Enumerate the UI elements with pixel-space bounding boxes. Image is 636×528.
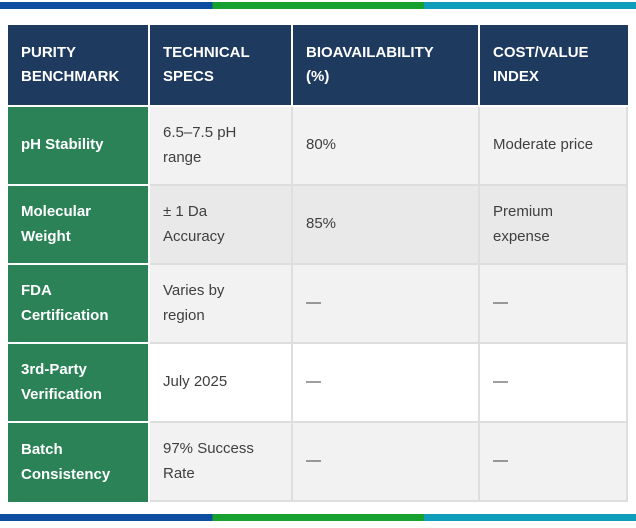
cell-3rd-party-verification-specs: July 2025 xyxy=(150,344,293,423)
table-row-batch-consistency: Batch Consistency 97% Success Rate — — xyxy=(8,423,628,502)
table-row-ph-stability: pH Stability 6.5–7.5 pH range 80% Modera… xyxy=(8,107,628,186)
table-row-molecular-weight: Molecular Weight ± 1 Da Accuracy 85% Pre… xyxy=(8,186,628,265)
cell-batch-consistency-bioavailability: — xyxy=(293,423,480,502)
cell-ph-stability-bioavailability: 80% xyxy=(293,107,480,186)
row-header-molecular-weight: Molecular Weight xyxy=(8,186,150,265)
cell-ph-stability-specs: 6.5–7.5 pH range xyxy=(150,107,293,186)
row-header-fda-certification: FDA Certification xyxy=(8,265,150,344)
row-header-batch-consistency: Batch Consistency xyxy=(8,423,150,502)
cell-ph-stability-cost: Moderate price xyxy=(480,107,628,186)
cell-fda-certification-specs: Varies by region xyxy=(150,265,293,344)
column-header-purity-benchmark: PURITY BENCHMARK xyxy=(8,25,150,107)
table-header: PURITY BENCHMARK TECHNICAL SPECS BIOAVAI… xyxy=(8,25,628,107)
table-row-fda-certification: FDA Certification Varies by region — — xyxy=(8,265,628,344)
table-row-3rd-party-verification: 3rd-Party Verification July 2025 — — xyxy=(8,344,628,423)
column-header-technical-specs: TECHNICAL SPECS xyxy=(150,25,293,107)
cell-fda-certification-cost: — xyxy=(480,265,628,344)
row-header-ph-stability: pH Stability xyxy=(8,107,150,186)
cell-3rd-party-verification-cost: — xyxy=(480,344,628,423)
top-accent-bar xyxy=(0,2,636,9)
bottom-accent-bar xyxy=(0,514,636,521)
cell-3rd-party-verification-bioavailability: — xyxy=(293,344,480,423)
cell-molecular-weight-bioavailability: 85% xyxy=(293,186,480,265)
row-header-3rd-party-verification: 3rd-Party Verification xyxy=(8,344,150,423)
cell-batch-consistency-cost: — xyxy=(480,423,628,502)
column-header-cost-value-index: COST/VALUE INDEX xyxy=(480,25,628,107)
header-row: PURITY BENCHMARK TECHNICAL SPECS BIOAVAI… xyxy=(8,25,628,107)
cell-fda-certification-bioavailability: — xyxy=(293,265,480,344)
table-body: pH Stability 6.5–7.5 pH range 80% Modera… xyxy=(8,107,628,502)
cell-molecular-weight-specs: ± 1 Da Accuracy xyxy=(150,186,293,265)
cell-batch-consistency-specs: 97% Success Rate xyxy=(150,423,293,502)
column-header-bioavailability: BIOAVAILABILITY (%) xyxy=(293,25,480,107)
purity-benchmark-table: PURITY BENCHMARK TECHNICAL SPECS BIOAVAI… xyxy=(8,25,628,502)
cell-molecular-weight-cost: Premium expense xyxy=(480,186,628,265)
